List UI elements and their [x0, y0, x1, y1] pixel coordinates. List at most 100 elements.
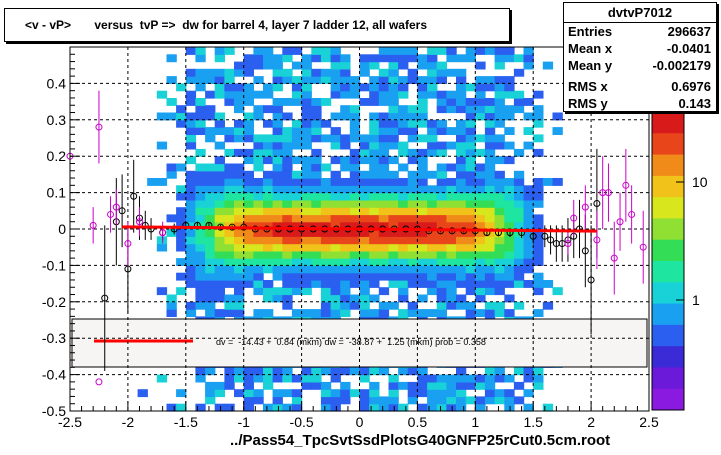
heatmap-cell [369, 127, 380, 135]
heatmap-cell [243, 178, 254, 186]
heatmap-cell [205, 105, 216, 114]
heatmap-cell [253, 207, 264, 216]
heatmap-cell [378, 119, 390, 128]
heatmap-cell [253, 265, 264, 274]
heatmap-cell [513, 90, 525, 99]
heatmap-cell [224, 83, 235, 92]
heatmap-cell [456, 265, 467, 274]
heatmap-cell [291, 83, 303, 92]
heatmap-cell [330, 258, 341, 266]
heatmap-cell [436, 199, 447, 208]
heatmap-cell [166, 294, 177, 303]
heatmap-cell [417, 389, 428, 398]
heatmap-cell [243, 156, 254, 165]
heatmap-cell [407, 170, 418, 179]
heatmap-cell [263, 148, 274, 157]
heatmap-cell [494, 47, 505, 55]
heatmap-cell [166, 112, 177, 121]
heatmap-cell [417, 367, 428, 376]
heatmap-cell [205, 76, 216, 84]
heatmap-cell [417, 148, 428, 157]
heatmap-cell [243, 207, 254, 216]
heatmap-cell [291, 170, 303, 179]
heatmap-cell [320, 243, 332, 252]
heatmap-cell [330, 309, 341, 317]
heatmap-cell [224, 148, 235, 157]
heatmap-cell [417, 105, 428, 114]
heatmap-cell [291, 127, 303, 135]
heatmap-cell [291, 119, 303, 128]
heatmap-cell [436, 119, 447, 128]
heatmap-cell [475, 272, 486, 281]
heatmap-cell [369, 54, 380, 63]
heatmap-cell [243, 148, 254, 157]
heatmap-cell [195, 287, 206, 296]
heatmap-cell [494, 214, 505, 223]
heatmap-cell [513, 280, 525, 288]
heatmap-cell [301, 54, 312, 63]
heatmap-cell [234, 192, 245, 201]
heatmap-cell [340, 287, 351, 296]
heatmap-cell [224, 207, 235, 216]
heatmap-cell [378, 68, 390, 77]
heatmap-cell [436, 272, 447, 281]
heatmap-cell [340, 280, 351, 288]
heatmap-cell [224, 236, 235, 245]
x-tick-label: -1 [237, 414, 250, 430]
heatmap-cell [523, 403, 534, 412]
heatmap-cell [166, 214, 177, 223]
heatmap-cell [301, 258, 312, 266]
heatmap-cell [407, 301, 418, 310]
heatmap-cell [475, 47, 486, 55]
heatmap-cell [301, 127, 312, 135]
heatmap-cell [253, 367, 264, 376]
heatmap-cell [417, 229, 428, 237]
heatmap-cell [253, 47, 264, 55]
heatmap-cell [359, 54, 370, 63]
heatmap-cell [263, 258, 274, 266]
heatmap-cell [301, 141, 312, 150]
heatmap-cell [446, 105, 457, 114]
heatmap-cell [494, 236, 505, 245]
heatmap-cell [272, 367, 283, 376]
heatmap-cell [436, 309, 447, 317]
heatmap-cell [253, 61, 264, 70]
heatmap-cell [359, 170, 370, 179]
heatmap-cell [195, 98, 206, 106]
heatmap-cell [484, 221, 496, 230]
heatmap-cell [427, 236, 438, 245]
heatmap-cell [263, 105, 274, 114]
heatmap-cell [417, 119, 428, 128]
heatmap-cell [195, 229, 206, 237]
heatmap-cell [253, 54, 264, 63]
heatmap-cell [378, 54, 390, 63]
heatmap-cell [494, 243, 505, 252]
heatmap-cell [378, 229, 390, 237]
heatmap-cell [359, 309, 370, 317]
heatmap-cell [456, 148, 467, 157]
heatmap-cell [378, 250, 390, 259]
heatmap-cell [369, 90, 380, 99]
heatmap-cell [446, 294, 457, 303]
heatmap-cell [436, 265, 447, 274]
heatmap-cell [446, 280, 457, 288]
heatmap-cell [195, 265, 206, 274]
heatmap-cell [263, 381, 274, 390]
heatmap-cell [282, 221, 293, 230]
heatmap-cell [369, 199, 380, 208]
heatmap-cell [340, 381, 351, 390]
heatmap-cell [475, 265, 486, 274]
heatmap-cell [494, 141, 505, 150]
heatmap-cell [311, 47, 322, 55]
heatmap-cell [205, 134, 216, 143]
heatmap-cell [272, 258, 283, 266]
heatmap-cell [513, 199, 525, 208]
heatmap-cell [282, 76, 293, 84]
heatmap-cell [166, 229, 177, 237]
heatmap-cell [272, 170, 283, 179]
profile-point [541, 232, 549, 240]
heatmap-cell [301, 105, 312, 114]
heatmap-cell [523, 258, 534, 266]
heatmap-cell [349, 156, 361, 165]
heatmap-cell [494, 119, 505, 128]
